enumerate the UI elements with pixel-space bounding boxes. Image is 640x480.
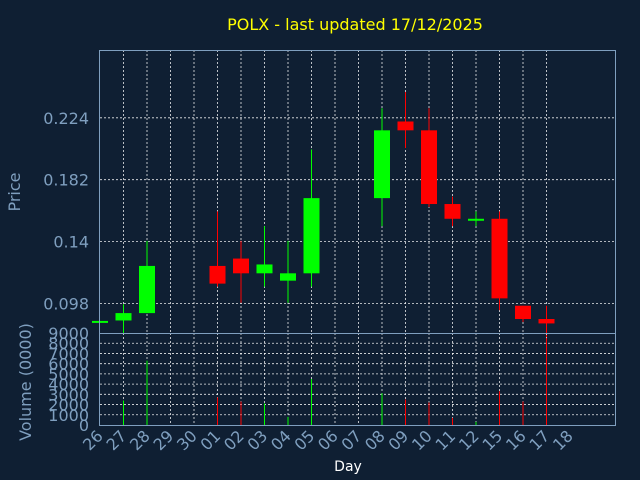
price-tick-label: 0.182 bbox=[43, 171, 89, 190]
volume-axis-label: Volume (0000) bbox=[16, 323, 35, 441]
x-ticks: 2627282930010203040506070809101112151617… bbox=[79, 426, 577, 454]
volume-tick-label: 4000 bbox=[48, 375, 89, 394]
price-tick-label: 0.14 bbox=[53, 233, 89, 252]
candle-body bbox=[209, 265, 226, 284]
candle-body bbox=[233, 258, 249, 274]
x-tick-label: 18 bbox=[549, 426, 577, 454]
price-grid bbox=[100, 50, 615, 333]
price-tick-label: 0.098 bbox=[43, 295, 89, 314]
price-axis-label: Price bbox=[5, 172, 24, 211]
volume-tick-label: 7000 bbox=[48, 344, 89, 363]
volume-tick-label: 1000 bbox=[48, 406, 89, 425]
candle-body bbox=[115, 313, 132, 321]
volume-panel-frame bbox=[99, 333, 616, 426]
price-y-ticks: 0.098 0.14 0.182 0.224 bbox=[43, 109, 89, 314]
candle-body bbox=[468, 218, 484, 221]
candle-body bbox=[397, 121, 414, 131]
volume-tick-label: 0 bbox=[79, 416, 89, 435]
volume-tick-label: 9000 bbox=[48, 324, 89, 343]
candle-body bbox=[491, 218, 508, 299]
volume-tick-label: 5000 bbox=[48, 365, 89, 384]
volume-tick-label: 3000 bbox=[48, 385, 89, 404]
price-tick-label: 0.224 bbox=[43, 109, 89, 128]
volume-bars bbox=[123, 338, 547, 425]
candle-body bbox=[303, 198, 320, 274]
price-panel-frame bbox=[99, 50, 616, 334]
volume-tick-label: 2000 bbox=[48, 396, 89, 415]
candle-body bbox=[256, 264, 273, 274]
candle-body bbox=[139, 265, 155, 314]
price-panel: 0.098 0.14 0.182 0.224 bbox=[43, 50, 616, 339]
candle-body bbox=[538, 318, 555, 324]
candle-body bbox=[280, 273, 296, 281]
x-axis-label: Day bbox=[334, 459, 362, 475]
candle-body bbox=[444, 204, 461, 219]
volume-tick-label: 8000 bbox=[48, 334, 89, 353]
volume-tick-label: 6000 bbox=[48, 355, 89, 374]
candles bbox=[92, 92, 555, 339]
candle-body bbox=[374, 130, 390, 199]
chart-title: POLX - last updated 17/12/2025 bbox=[227, 15, 483, 34]
candle-body bbox=[421, 130, 437, 205]
volume-grid bbox=[100, 333, 615, 425]
candle-body bbox=[515, 305, 531, 319]
